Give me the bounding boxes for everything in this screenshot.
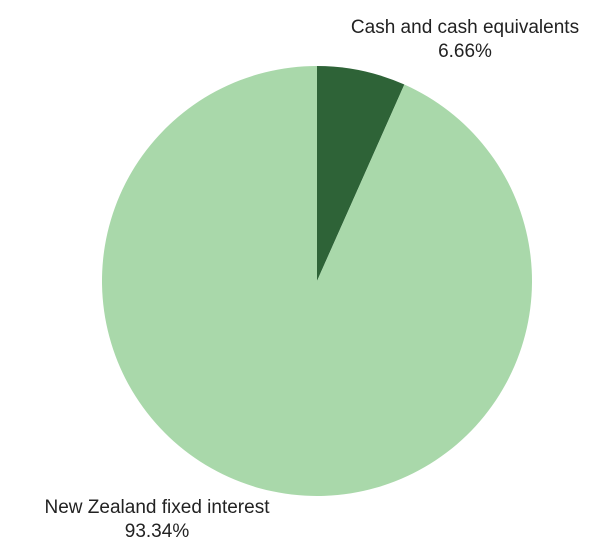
pie-slice-nz-fixed-interest	[101, 66, 533, 497]
slice-label-cash: Cash and cash equivalents 6.66%	[351, 16, 579, 64]
slice-label-nz-fixed-interest-value: 93.34%	[124, 521, 190, 542]
slice-label-nz-fixed-interest-name: New Zealand fixed interest	[44, 497, 270, 518]
slice-label-cash-value: 6.66%	[438, 41, 492, 62]
slice-label-nz-fixed-interest: New Zealand fixed interest 93.34%	[45, 496, 270, 544]
pie-slice-cash	[317, 66, 405, 281]
slice-label-cash-name: Cash and cash equivalents	[350, 17, 580, 38]
